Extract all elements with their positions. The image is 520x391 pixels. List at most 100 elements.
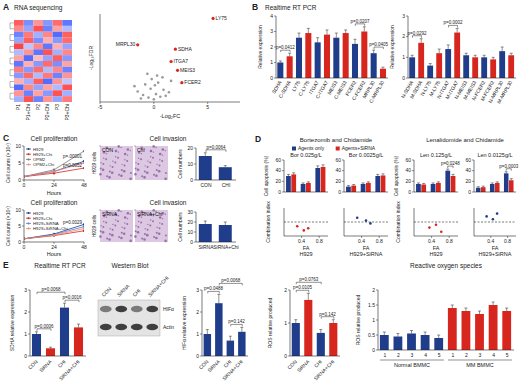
bar [199,224,212,242]
heat-cell [24,49,34,55]
bar [32,334,41,356]
y-tick-label: 60 [335,157,341,163]
bar [508,55,514,78]
bar [329,323,337,356]
x-tick-label: -5 [98,104,103,110]
bar [60,308,69,356]
y-axis-label: ROS relative produced [267,297,273,348]
group-title: Bortezomib and Chidamide [300,137,373,143]
side-label: H929 cells [92,214,97,237]
cell-dot [130,150,131,151]
reference-line [474,222,516,223]
error-bar [505,172,508,174]
point [440,231,443,234]
error-bar [347,186,350,187]
panel-letter: D [255,134,261,144]
heat-cell [62,20,72,26]
error-bar [424,332,427,335]
micrograph [100,146,133,180]
x-tick-label: 24 [51,244,57,250]
plot-area [292,293,338,356]
cell-dot [123,227,125,229]
error-bar [381,67,384,69]
error-bar [420,39,423,43]
y-tick-label: 1 [196,331,199,337]
point [485,215,488,218]
cell-dot [137,163,139,165]
error-bar [438,49,441,53]
heat-cell [24,38,34,44]
point [53,234,55,236]
y-tick [342,160,344,161]
heat-cell [43,96,53,102]
y-tick [274,78,276,79]
panel-letter: B [252,2,258,12]
error-bar [396,334,399,337]
bar [451,176,456,192]
bar [481,187,486,192]
heat-cell [53,79,63,85]
error-bar [206,330,209,334]
significance-bracket [296,290,309,292]
cell-dot [144,171,146,173]
heat-cell [53,84,63,90]
y-tick [412,192,414,193]
error-bar [510,53,513,55]
p-value: p=0.0488 [204,286,223,291]
cell-dot [109,233,111,235]
heat-cell [53,55,63,61]
x-tick-label: 0 [152,104,155,110]
heat-cell [14,55,24,61]
y-tick [376,290,378,291]
error-bar [224,166,227,168]
blot-band [115,306,127,312]
legend-line [26,223,31,224]
heat-cell [14,20,24,26]
y-tick-label: 5 [18,223,21,229]
chart-subtitle: H929+SiRNA [479,251,512,257]
y-tick-label: 40 [465,167,471,173]
x-tick-label: 48 [81,182,87,188]
heat-cell [62,38,72,44]
cell-dot [162,154,163,155]
cell-dot [112,166,114,168]
y-tick [194,164,196,165]
bar [502,311,511,350]
legend-line [26,149,31,150]
y-tick [342,192,344,193]
cell-dot [138,158,139,159]
bar [333,38,339,78]
error-bar [335,33,338,38]
heat-cell [14,96,24,102]
point [83,230,84,232]
bar [431,184,436,192]
bar [495,183,500,192]
bar [375,176,380,192]
cell-dot [158,227,160,229]
heat-cell [62,61,72,67]
cell-dot [161,160,163,162]
plot-area [416,169,455,192]
category-label: 2 [465,352,468,358]
y-tick [194,212,196,213]
y-axis-label: ROS relative produced [355,294,361,345]
heat-cell [33,79,43,85]
heat-cell [43,90,53,96]
error-bar [464,308,467,311]
error-bar [229,336,232,340]
y-tick [376,335,378,336]
x-axis [196,180,236,181]
cell-dot [134,145,135,146]
y-axis [474,160,475,192]
point [136,90,139,93]
cell-dot [114,224,116,226]
y-tick [274,31,276,32]
heat-cell [14,90,24,96]
y-tick [200,290,202,291]
error-bar [307,293,310,300]
y-tick-label: 0 [196,353,199,359]
cell-dot [130,235,132,237]
heat-cell [33,61,43,67]
heat-cell [53,49,63,55]
y-axis [408,16,409,78]
